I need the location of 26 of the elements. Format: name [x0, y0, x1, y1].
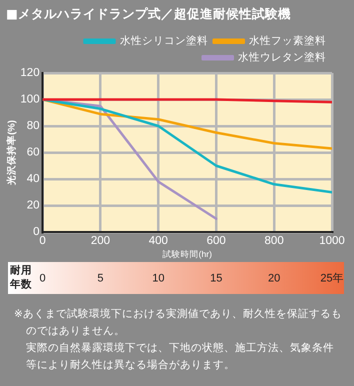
x-tick-label: 200 [90, 235, 110, 248]
x-tick-label: 400 [148, 235, 168, 248]
y-tick-label: 120 [20, 67, 40, 80]
y-tick-label: 20 [26, 200, 40, 212]
legend-label: 水性フッ素塗料 [249, 34, 326, 48]
y-tick-label: 40 [26, 173, 40, 186]
x2-tick-label: 5 [97, 272, 104, 285]
y-tick-label: 60 [26, 146, 40, 159]
text: ※あくまで試験環境下における実測値であり、耐久性を保証するものではありません。 [14, 307, 343, 339]
chart-title: ■メタルハライドランプ式／超促進耐候性試験機 [6, 6, 291, 23]
y-tick-label: 0 [33, 226, 40, 238]
y-axis-title: 光沢保持率(%) [5, 120, 18, 186]
legend-label: 水性シリコン塗料 [120, 34, 208, 48]
x-tick-label: 600 [206, 235, 226, 248]
x2-tick-label: 10 [152, 272, 164, 285]
text: 実際の自然暴露環境下では、下地の状態、施工方法、気象条件等により耐久性は異なる場合があります。 [26, 341, 335, 373]
y-tick-label: 100 [20, 94, 40, 106]
x-tick-label: 1000 [319, 235, 345, 248]
x-axis-title: 試験時間(hr) [162, 249, 212, 260]
legend-label: 水性ウレタン塗料 [238, 50, 326, 64]
x2-axis-title: 耐用年数 [9, 264, 33, 291]
x2-tick-label: 20 [268, 272, 280, 285]
x2-tick-label: 25年 [320, 272, 344, 285]
x2-tick-label: 15 [210, 272, 222, 285]
x-tick-label: 800 [264, 235, 284, 248]
y-tick-label: 80 [26, 120, 40, 132]
